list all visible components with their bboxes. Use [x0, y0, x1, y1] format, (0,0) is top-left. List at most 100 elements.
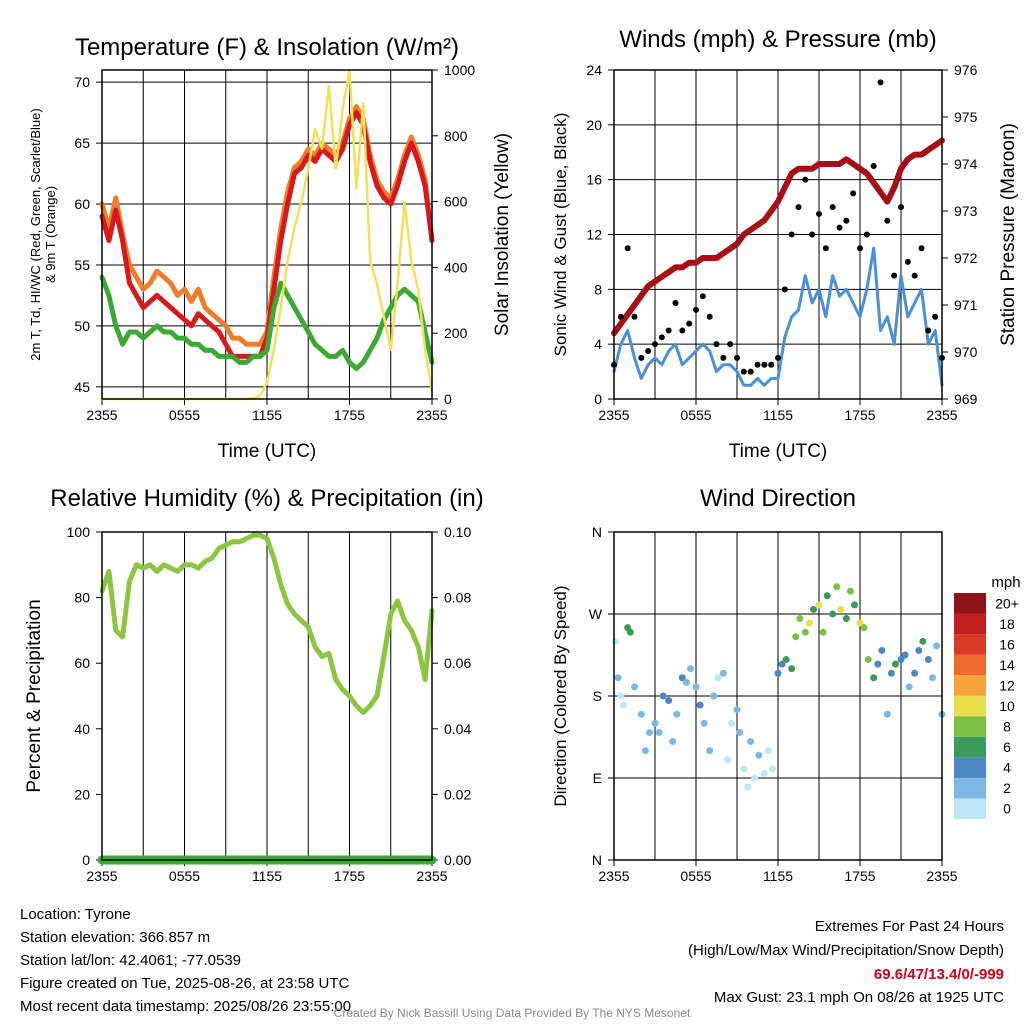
gust-point — [850, 190, 857, 197]
colorbar-title: mph — [991, 574, 1020, 591]
gust-point — [686, 320, 693, 327]
y-tick-label: S — [593, 688, 602, 704]
elevation-label: Station elevation: 366.857 m — [20, 929, 211, 946]
gust-point — [768, 361, 775, 368]
direction-point — [788, 665, 796, 673]
direction-point — [655, 728, 663, 736]
y-tick-label: 45 — [74, 379, 90, 395]
gust-point — [672, 300, 679, 307]
direction-point — [700, 719, 708, 727]
direction-point — [706, 747, 714, 755]
gust-point — [816, 210, 822, 217]
x-tick-label: 1155 — [763, 868, 793, 884]
colorbar-label: 4 — [1003, 760, 1011, 776]
credit-label: Created By Nick Bassill Using Data Provi… — [333, 1006, 691, 1020]
y2-tick-label: 0.10 — [444, 524, 471, 540]
y2-tick-label: 976 — [954, 62, 978, 78]
direction-point — [678, 674, 686, 682]
gust-point — [795, 204, 802, 211]
direction-point — [878, 646, 886, 654]
direction-point — [815, 601, 823, 609]
colorbar-swatch — [954, 593, 986, 614]
direction-point — [769, 765, 777, 773]
x-tick-label: 0555 — [169, 868, 200, 884]
max-gust-label: Max Gust: 23.1 mph On 08/26 at 1925 UTC — [713, 989, 1004, 1006]
gust-point — [802, 176, 809, 183]
x-tick-label: 2355 — [416, 868, 447, 884]
gust-point — [836, 224, 843, 231]
x-tick-label: 0555 — [680, 868, 711, 884]
gust-point — [693, 306, 699, 313]
y-tick-label: 8 — [594, 281, 602, 297]
y2-tick-label: 400 — [444, 259, 468, 275]
gust-point — [884, 217, 891, 224]
direction-point — [810, 605, 818, 613]
gust-point — [706, 313, 713, 320]
direction-point — [614, 674, 622, 682]
x-tick-label: 1155 — [252, 868, 282, 884]
x-tick-label: 2355 — [86, 868, 117, 884]
gust-point — [624, 245, 631, 252]
y-tick-label: 100 — [67, 524, 91, 540]
direction-point — [792, 633, 800, 641]
direction-point — [641, 747, 649, 755]
y-tick-label: 60 — [74, 655, 90, 671]
x-tick-label: 2355 — [598, 407, 629, 423]
direction-point — [747, 738, 755, 746]
direction-point — [842, 615, 850, 623]
direction-point — [823, 592, 831, 600]
direction-point — [829, 610, 837, 618]
direction-point — [733, 706, 741, 714]
gust-point — [665, 327, 672, 334]
direction-point — [851, 601, 859, 609]
y-axis-label: Percent & Precipitation — [24, 599, 45, 792]
direction-point — [905, 683, 913, 691]
chart-title: Wind Direction — [700, 485, 856, 512]
y-tick-label: 65 — [74, 135, 90, 151]
colorbar-label: 6 — [1003, 739, 1011, 755]
rh-series-line — [99, 532, 435, 715]
y-tick-label: 0 — [82, 852, 90, 868]
direction-point — [651, 719, 659, 727]
gust-point — [713, 341, 720, 348]
y-tick-label: 80 — [74, 590, 90, 606]
extremes-values: 69.6/47/13.4/0/-999 — [873, 966, 1004, 983]
gust-point — [863, 231, 870, 238]
direction-point — [646, 728, 654, 736]
colorbar-swatch — [954, 757, 986, 778]
gust-point — [788, 231, 795, 238]
direction-point — [915, 646, 923, 654]
colorbar-swatch — [954, 613, 986, 635]
direction-point — [620, 701, 628, 709]
x-tick-label: 1755 — [844, 407, 875, 423]
y2-tick-label: 0.06 — [444, 655, 471, 671]
gust-point — [734, 354, 740, 361]
created-label: Figure created on Tue, 2025-08-26, at 23… — [20, 975, 350, 992]
x-tick-label: 2355 — [416, 407, 447, 423]
direction-point — [883, 710, 891, 718]
gust-point — [898, 204, 904, 211]
gust-point — [638, 354, 645, 361]
y2-tick-label: 200 — [444, 325, 468, 341]
direction-point — [611, 637, 619, 645]
direction-point — [892, 660, 900, 668]
direction-point — [870, 674, 878, 682]
x-tick-label: 1155 — [252, 407, 282, 423]
y2-tick-label: 971 — [954, 297, 978, 313]
y2-tick-label: 0.00 — [444, 852, 471, 868]
direction-point — [719, 669, 727, 677]
x-tick-label: 1755 — [844, 868, 875, 884]
gust-point — [740, 368, 747, 375]
y-tick-label: 40 — [74, 721, 90, 737]
direction-point — [696, 701, 704, 709]
x-tick-label: 2355 — [926, 868, 957, 884]
direction-point — [924, 656, 932, 664]
colorbar-label: 0 — [1003, 801, 1011, 817]
direction-point — [631, 683, 638, 691]
gust-point — [918, 245, 925, 252]
direction-point — [728, 719, 736, 727]
colorbar-label: 16 — [999, 636, 1015, 652]
gust-point — [747, 368, 754, 375]
direction-point — [796, 615, 804, 623]
